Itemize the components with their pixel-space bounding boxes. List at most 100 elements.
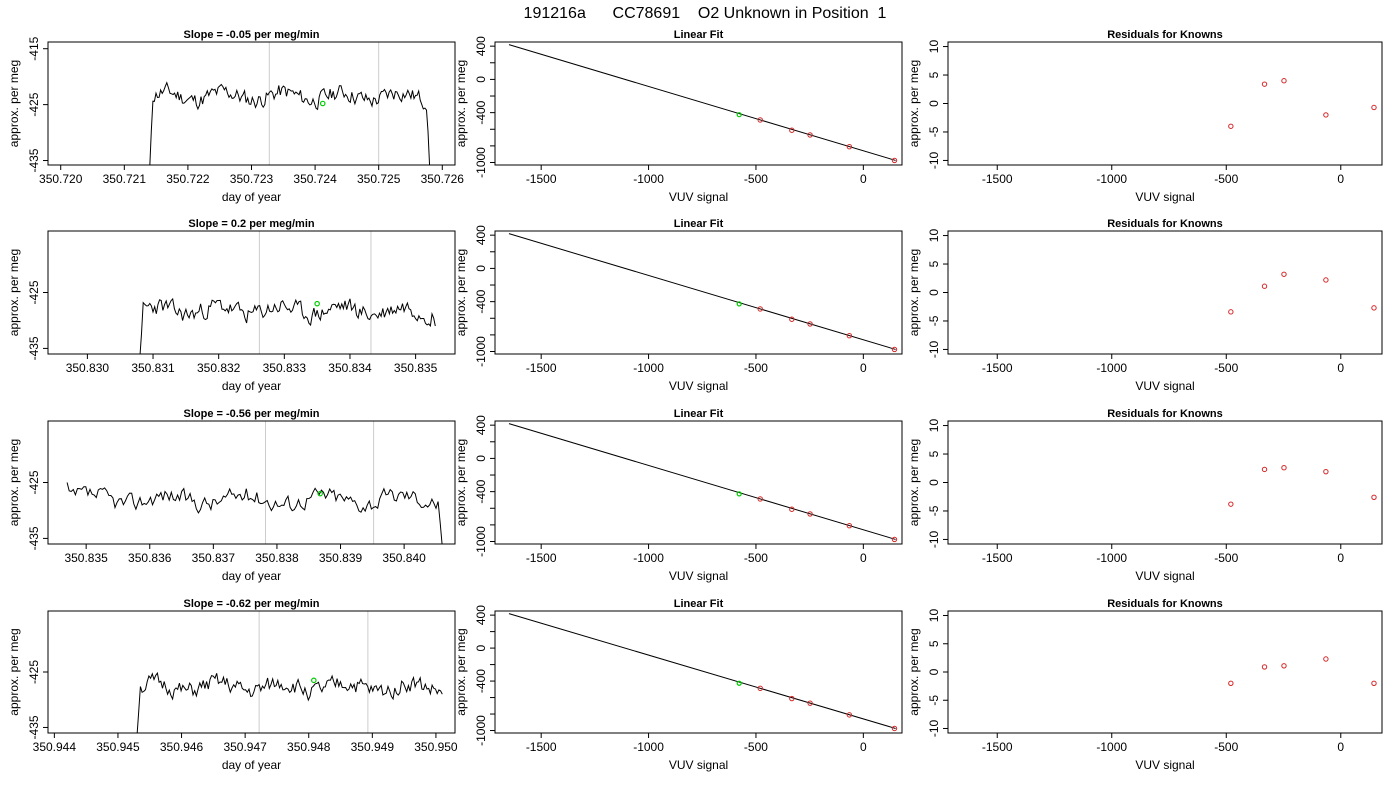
- plot-frame: [947, 610, 1383, 734]
- plot-area: [508, 423, 898, 543]
- chart-panel: Slope = 0.2 per meg/min day of year approx…: [7, 218, 456, 393]
- known-point: [757, 306, 763, 312]
- panel-title: Slope = -0.62 per meg/min: [183, 598, 319, 610]
- x-axis-label: day of year: [222, 190, 281, 204]
- y-axis-label: approx. per meg: [907, 628, 921, 715]
- panel-title: Linear Fit: [674, 29, 724, 41]
- known-point: [1228, 501, 1234, 507]
- y-tick-label: 10: [927, 40, 941, 54]
- x-axis-label: day of year: [222, 758, 281, 772]
- x-tick-label: -500: [1214, 172, 1238, 186]
- x-tick-label: 350.833: [263, 361, 307, 375]
- y-axis-label: approx. per meg: [7, 628, 21, 715]
- x-tick-label: 0: [860, 361, 867, 375]
- x-tick-label: 350.947: [223, 740, 267, 754]
- x-tick-label: 350.945: [96, 740, 140, 754]
- y-tick-label: -5: [927, 505, 941, 516]
- y-tick-label: -435: [27, 148, 41, 172]
- y-tick-label: 5: [927, 260, 941, 267]
- plot-frame: [947, 230, 1383, 355]
- plot-area: [139, 231, 436, 354]
- plot-area: [1228, 656, 1377, 686]
- plot-frame: [494, 41, 903, 166]
- panel-title: Slope = -0.05 per meg/min: [183, 29, 319, 41]
- x-tick-label: 350.835: [394, 361, 438, 375]
- known-point: [757, 496, 763, 502]
- fit-line: [508, 613, 896, 729]
- x-tick-label: -1000: [633, 740, 664, 754]
- known-point: [846, 144, 853, 150]
- unknown-marker: [736, 112, 742, 118]
- known-point: [1261, 466, 1268, 473]
- known-point: [1281, 78, 1287, 84]
- plot-frame: [47, 230, 456, 355]
- chart-panel: Residuals for Knowns VUV signal approx. pe…: [907, 408, 1383, 583]
- x-tick-label: 0: [1337, 551, 1344, 565]
- known-point: [1281, 464, 1287, 471]
- y-tick-label: 0: [927, 479, 941, 486]
- known-point: [1228, 680, 1234, 686]
- x-axis-label: VUV signal: [1135, 758, 1194, 772]
- plot-area: [508, 44, 898, 164]
- plot-frame: [947, 41, 1383, 166]
- plot-area: [508, 233, 898, 353]
- unknown-marker: [736, 491, 742, 497]
- plot-frame: [494, 610, 903, 734]
- x-tick-label: 0: [860, 740, 867, 754]
- x-tick-label: -500: [1214, 740, 1238, 754]
- y-tick-label: 0: [927, 668, 941, 675]
- chart-panel: Residuals for Knowns VUV signal approx. pe…: [907, 218, 1383, 393]
- known-point: [1323, 656, 1329, 662]
- y-tick-label: -10: [927, 340, 941, 358]
- x-tick-label: -1000: [1096, 172, 1127, 186]
- y-axis-label: approx. per meg: [454, 628, 468, 715]
- y-tick-label: -1000: [474, 526, 488, 557]
- x-tick-label: -500: [744, 740, 768, 754]
- figure-title: 191216a CC78691 O2 Unknown in Position 1: [524, 5, 887, 22]
- unknown-marker: [319, 100, 326, 107]
- y-axis-label: approx. per meg: [454, 249, 468, 336]
- unknown-marker: [736, 301, 742, 307]
- panel-title: Residuals for Knowns: [1107, 218, 1223, 230]
- plot-frame: [494, 420, 903, 545]
- fit-line: [508, 233, 896, 350]
- known-point: [846, 333, 853, 339]
- known-point: [1228, 123, 1234, 129]
- x-axis-label: VUV signal: [669, 758, 728, 772]
- y-tick-label: 400: [474, 36, 488, 56]
- chart-panel: Slope = -0.56 per meg/min day of year appr…: [7, 408, 456, 583]
- plot-area: [1228, 271, 1377, 315]
- panel-title: Linear Fit: [674, 408, 724, 420]
- x-tick-label: 350.950: [414, 740, 458, 754]
- x-tick-label: 350.944: [33, 740, 77, 754]
- panel-title: Slope = -0.56 per meg/min: [183, 408, 319, 420]
- x-tick-label: 350.948: [287, 740, 331, 754]
- y-tick-label: -5: [927, 315, 941, 326]
- y-tick-label: -10: [927, 719, 941, 737]
- y-tick-label: 0: [927, 289, 941, 296]
- known-point: [1371, 104, 1377, 111]
- known-point: [1371, 680, 1377, 686]
- y-tick-label: -5: [927, 126, 941, 137]
- x-tick-label: 350.839: [319, 551, 363, 565]
- known-point: [1261, 283, 1268, 289]
- y-axis-label: approx. per meg: [7, 60, 21, 147]
- y-tick-label: -425: [27, 470, 41, 494]
- y-tick-label: 0: [474, 644, 488, 651]
- known-point: [1228, 309, 1234, 315]
- x-tick-label: -1500: [526, 172, 557, 186]
- x-tick-label: -1500: [982, 551, 1013, 565]
- x-axis-label: VUV signal: [1135, 190, 1194, 204]
- x-tick-label: 0: [1337, 172, 1344, 186]
- fit-line: [508, 44, 896, 161]
- known-point: [807, 321, 813, 327]
- x-tick-label: -1000: [633, 551, 664, 565]
- x-tick-label: -1000: [633, 361, 664, 375]
- x-tick-label: 0: [860, 551, 867, 565]
- x-tick-label: 350.834: [328, 361, 372, 375]
- panel-title: Residuals for Knowns: [1107, 29, 1223, 41]
- chart-panel: Residuals for Knowns VUV signal approx. pe…: [907, 29, 1383, 204]
- y-tick-label: 400: [474, 225, 488, 245]
- y-tick-label: -1000: [474, 715, 488, 746]
